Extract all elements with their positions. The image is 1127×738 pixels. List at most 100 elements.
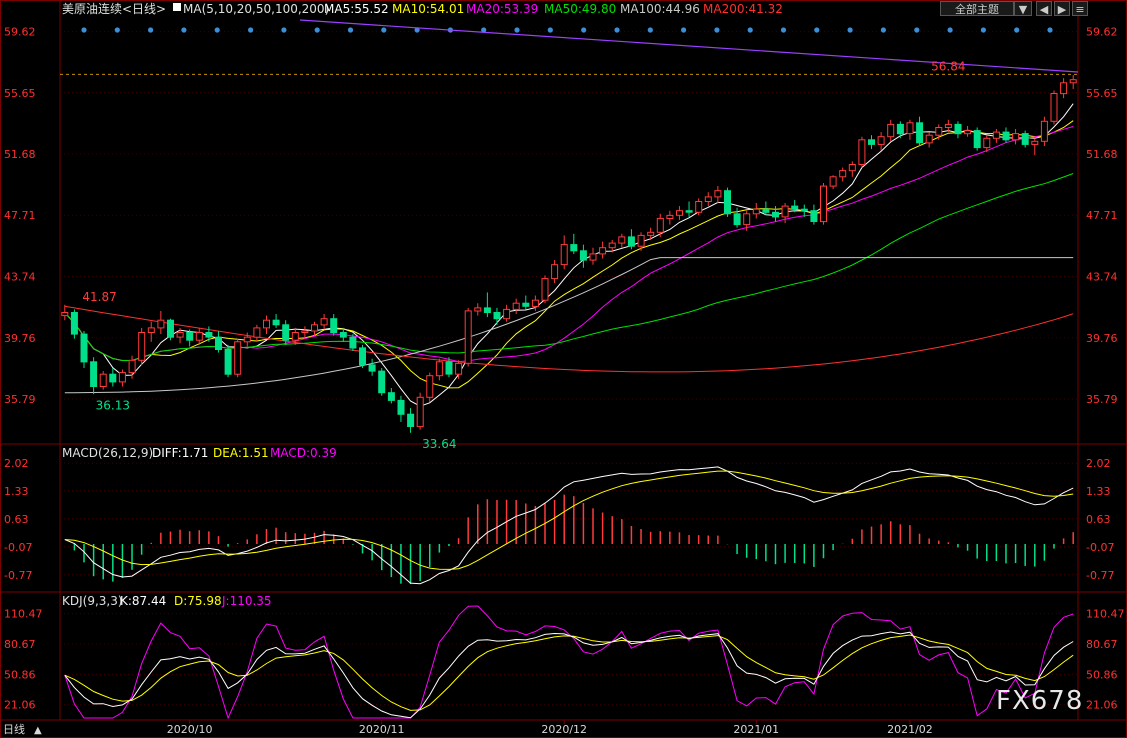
candle-body-64 — [676, 210, 683, 216]
event-dot-10 — [414, 27, 420, 33]
annotation-1: 36.13 — [96, 399, 130, 413]
ma200-line — [64, 305, 1074, 373]
price-tick-left-5: 39.76 — [4, 332, 36, 345]
event-dot-25 — [914, 27, 920, 33]
event-dot-21 — [780, 27, 787, 33]
settings-icon: ≡ — [1075, 3, 1085, 16]
kdj-tick-right-1: 80.67 — [1086, 638, 1118, 651]
candle-body-56 — [599, 247, 607, 255]
price-tick-left-2: 51.68 — [4, 148, 36, 161]
ma5-line — [64, 103, 1074, 407]
candle-body-23 — [282, 324, 290, 341]
price-tick-right-0: 59.62 — [1086, 26, 1118, 39]
event-dot-22 — [814, 27, 820, 33]
price-tick-right-4: 43.74 — [1086, 270, 1118, 283]
candle-body-18 — [234, 341, 242, 375]
event-dot-19 — [714, 27, 720, 33]
event-dot-2 — [148, 27, 154, 33]
kdj-tick-right-2: 50.86 — [1086, 668, 1118, 681]
kdj-value-1: D:75.98 — [174, 594, 222, 608]
legend-ma20: MA20:53.39 — [466, 2, 538, 16]
candle-body-94 — [964, 130, 972, 135]
kdj-tick-left-1: 80.67 — [4, 638, 36, 651]
candle-body-21 — [263, 319, 270, 329]
candle-body-85 — [877, 136, 885, 145]
period-arrow-icon: ▲ — [34, 725, 42, 736]
event-dot-20 — [747, 27, 753, 33]
event-dot-12 — [481, 27, 487, 33]
candle-body-51 — [551, 264, 559, 280]
settings-button[interactable]: ≡ — [1072, 1, 1088, 16]
event-dot-7 — [314, 27, 320, 33]
candle-body-44 — [483, 307, 491, 313]
ma100-line — [64, 257, 1074, 394]
legend-ma200: MA200:41.32 — [703, 2, 783, 16]
candle-body-52 — [560, 244, 568, 266]
ma20-line — [64, 126, 1074, 363]
candle-body-100 — [1021, 133, 1029, 145]
event-dot-9 — [381, 27, 387, 33]
candle-body-45 — [493, 312, 501, 320]
candle-body-99 — [1012, 133, 1020, 141]
legend-ma100: MA100:44.96 — [620, 2, 700, 16]
candle-body-26 — [311, 324, 318, 332]
price-tick-right-5: 39.76 — [1086, 332, 1118, 345]
candle-body-3 — [90, 361, 98, 387]
kdj-tick-left-0: 110.47 — [4, 608, 43, 621]
event-dot-0 — [81, 27, 87, 33]
candle-body-79 — [820, 185, 827, 223]
right-arrow-button[interactable]: ▶ — [1054, 1, 1070, 16]
macd-value-1: DEA:1.51 — [213, 446, 269, 460]
candle-body-47 — [512, 302, 520, 310]
time-tick-3: 2021/01 — [733, 723, 779, 736]
candle-body-87 — [896, 123, 904, 135]
event-dot-4 — [214, 27, 220, 33]
price-tick-left-3: 47.71 — [4, 209, 36, 222]
candle-body-0 — [61, 312, 69, 317]
candle-body-102 — [1040, 120, 1048, 142]
arrow-left-icon: ◀ — [1039, 3, 1049, 16]
candle-body-37 — [416, 396, 424, 428]
candle-body-101 — [1031, 140, 1039, 145]
macd-tick-left-3: -0.07 — [4, 541, 32, 554]
candle-body-67 — [704, 196, 712, 202]
event-dot-26 — [947, 27, 953, 33]
candle-body-65 — [685, 210, 693, 213]
candle-body-8 — [138, 332, 146, 361]
price-tick-right-2: 51.68 — [1086, 148, 1118, 161]
candle-body-10 — [157, 319, 165, 329]
candle-body-43 — [474, 307, 482, 312]
kdj-j-line — [64, 605, 1074, 720]
left-arrow-button[interactable]: ◀ — [1036, 1, 1052, 16]
candle-body-50 — [541, 278, 549, 301]
candle-body-71 — [743, 213, 751, 226]
price-tick-right-3: 47.71 — [1086, 209, 1118, 222]
chevron-down-icon: ▼ — [1018, 3, 1028, 16]
price-tick-right-1: 55.65 — [1086, 87, 1118, 100]
event-dot-23 — [847, 27, 853, 33]
candle-body-53 — [570, 244, 578, 252]
kdj-tick-right-3: 21.06 — [1086, 699, 1118, 712]
candle-body-88 — [906, 122, 914, 135]
legend-ma10: MA10:54.01 — [392, 2, 464, 16]
candle-body-49 — [531, 299, 539, 307]
theme-select-button[interactable]: 全部主题 — [940, 1, 1014, 16]
annotation-0: 41.87 — [82, 290, 116, 304]
event-dot-3 — [181, 27, 187, 33]
candle-body-46 — [503, 308, 511, 320]
event-dot-24 — [880, 27, 887, 33]
kdj-tick-left-3: 21.06 — [4, 699, 36, 712]
macd-title: MACD(26,12,9) — [62, 446, 153, 460]
candle-body-105 — [1069, 79, 1077, 84]
theme-select-label: 全部主题 — [955, 3, 999, 16]
candle-body-86 — [887, 123, 895, 138]
candle-body-20 — [253, 327, 261, 338]
macd-tick-left-4: -0.77 — [4, 569, 32, 582]
candle-body-73 — [762, 208, 770, 213]
theme-dropdown-arrow[interactable]: ▼ — [1014, 1, 1032, 16]
candle-body-92 — [944, 123, 952, 129]
candle-body-89 — [916, 122, 924, 144]
candle-body-33 — [378, 370, 386, 394]
annotation-2: 33.64 — [422, 437, 456, 451]
